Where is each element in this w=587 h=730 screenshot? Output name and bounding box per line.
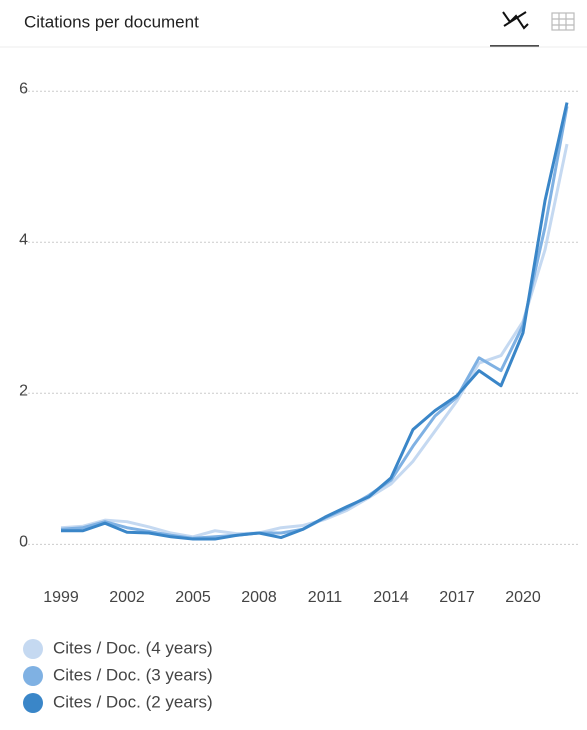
x-tick-label: 2020 <box>505 589 541 606</box>
x-tick-label: 2017 <box>439 589 475 606</box>
series-line <box>60 143 569 539</box>
y-tick-label: 0 <box>19 534 28 551</box>
x-tick-label: 2008 <box>241 589 277 606</box>
chart-view-button[interactable] <box>490 11 539 47</box>
chart-title: Citations per document <box>24 12 199 31</box>
x-tick-label: 2011 <box>308 589 343 606</box>
x-tick-label: 2005 <box>175 589 211 606</box>
legend-swatch <box>23 639 43 659</box>
series-line <box>61 102 569 541</box>
legend-label: Cites / Doc. (2 years) <box>53 692 213 711</box>
x-tick-label: 1999 <box>43 589 79 606</box>
y-tick-label: 2 <box>19 383 28 400</box>
x-tick-label: 2014 <box>373 589 409 606</box>
table-view-button[interactable] <box>551 12 575 31</box>
x-tick-label: 2002 <box>109 589 145 606</box>
legend-label: Cites / Doc. (4 years) <box>53 638 213 657</box>
legend-swatch <box>23 693 43 713</box>
y-tick-label: 6 <box>19 80 28 97</box>
legend-swatch <box>23 666 43 686</box>
y-tick-label: 4 <box>19 231 28 248</box>
legend-label: Cites / Doc. (3 years) <box>53 665 213 684</box>
series-line <box>60 106 569 540</box>
